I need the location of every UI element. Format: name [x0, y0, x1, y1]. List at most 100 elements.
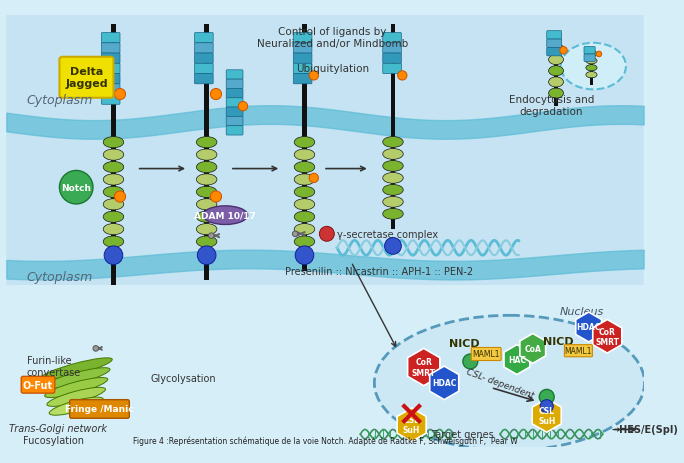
FancyBboxPatch shape	[293, 44, 312, 54]
Text: Presenilin :: Nicastrin :: APH-1 :: PEN-2: Presenilin :: Nicastrin :: APH-1 :: PEN-…	[285, 267, 473, 277]
Text: NICD: NICD	[449, 338, 480, 348]
Ellipse shape	[294, 212, 315, 223]
Circle shape	[60, 171, 93, 205]
Circle shape	[397, 72, 407, 81]
Circle shape	[292, 232, 298, 237]
Ellipse shape	[549, 89, 564, 99]
Ellipse shape	[294, 175, 315, 186]
FancyBboxPatch shape	[293, 64, 312, 75]
Polygon shape	[576, 313, 601, 342]
Ellipse shape	[103, 187, 124, 198]
Ellipse shape	[49, 397, 103, 415]
Ellipse shape	[383, 137, 404, 148]
Text: CoR
SMRT: CoR SMRT	[412, 357, 436, 377]
Polygon shape	[430, 366, 459, 400]
FancyArrowPatch shape	[97, 347, 102, 350]
Ellipse shape	[549, 78, 564, 88]
Text: Delta
Jagged: Delta Jagged	[65, 67, 108, 89]
Circle shape	[295, 246, 314, 265]
Bar	[205, 25, 209, 281]
Ellipse shape	[586, 65, 597, 72]
FancyBboxPatch shape	[547, 40, 562, 48]
FancyBboxPatch shape	[564, 345, 592, 357]
Bar	[590, 48, 593, 86]
FancyBboxPatch shape	[101, 64, 120, 75]
Ellipse shape	[103, 199, 124, 210]
Ellipse shape	[549, 44, 564, 54]
Bar	[391, 25, 395, 230]
Text: CSL
SuH: CSL SuH	[538, 406, 555, 425]
Ellipse shape	[196, 237, 217, 248]
FancyBboxPatch shape	[383, 33, 402, 44]
Ellipse shape	[383, 161, 404, 172]
Ellipse shape	[374, 316, 644, 450]
FancyArrowPatch shape	[297, 232, 304, 236]
Circle shape	[384, 238, 402, 255]
FancyArrowPatch shape	[97, 347, 102, 350]
Ellipse shape	[561, 44, 626, 90]
FancyBboxPatch shape	[293, 33, 312, 44]
Ellipse shape	[549, 56, 564, 65]
FancyBboxPatch shape	[194, 33, 213, 44]
Polygon shape	[593, 320, 622, 353]
Circle shape	[238, 102, 248, 112]
Ellipse shape	[40, 358, 112, 380]
Text: Figure 4 :Représentation schématique de la voie Notch. Adapté de Radtke F, Schwe: Figure 4 :Représentation schématique de …	[133, 436, 517, 445]
Circle shape	[211, 89, 222, 100]
Circle shape	[197, 246, 216, 265]
Ellipse shape	[103, 175, 124, 186]
Text: MAML1: MAML1	[473, 350, 500, 359]
Polygon shape	[520, 334, 546, 363]
Ellipse shape	[294, 162, 315, 173]
Ellipse shape	[103, 138, 124, 149]
Ellipse shape	[383, 185, 404, 196]
Text: Cytoplasm: Cytoplasm	[27, 271, 93, 284]
FancyArrowPatch shape	[213, 235, 219, 238]
Ellipse shape	[196, 187, 217, 198]
Text: Endocytosis and
degradation: Endocytosis and degradation	[509, 95, 594, 116]
Ellipse shape	[294, 138, 315, 149]
Ellipse shape	[549, 67, 564, 76]
Text: Glycolysation: Glycolysation	[150, 373, 216, 383]
Text: Nucleus: Nucleus	[560, 307, 604, 316]
FancyBboxPatch shape	[293, 75, 312, 85]
Ellipse shape	[383, 197, 404, 208]
Circle shape	[463, 354, 478, 369]
Text: γ-secretase complex: γ-secretase complex	[337, 229, 438, 239]
Ellipse shape	[196, 162, 217, 173]
FancyBboxPatch shape	[6, 16, 644, 285]
Ellipse shape	[196, 199, 217, 210]
Text: Cytoplasm: Cytoplasm	[27, 94, 93, 107]
Ellipse shape	[383, 149, 404, 160]
FancyBboxPatch shape	[194, 75, 213, 85]
Text: Target genes: Target genes	[432, 429, 495, 439]
Text: ADAM 10/17: ADAM 10/17	[194, 211, 256, 220]
Ellipse shape	[294, 187, 315, 198]
Ellipse shape	[196, 138, 217, 149]
FancyBboxPatch shape	[226, 117, 243, 126]
Ellipse shape	[196, 175, 217, 186]
FancyBboxPatch shape	[584, 47, 595, 55]
Circle shape	[93, 346, 98, 351]
FancyBboxPatch shape	[226, 108, 243, 117]
Circle shape	[540, 400, 553, 413]
Text: MAML1: MAML1	[565, 346, 592, 355]
Ellipse shape	[103, 150, 124, 161]
FancyBboxPatch shape	[101, 75, 120, 85]
Ellipse shape	[103, 237, 124, 248]
Polygon shape	[408, 349, 440, 386]
Circle shape	[114, 192, 126, 203]
Circle shape	[319, 227, 334, 242]
Ellipse shape	[103, 224, 124, 235]
Text: HDAC: HDAC	[432, 379, 456, 388]
FancyBboxPatch shape	[293, 54, 312, 64]
Text: HDAC: HDAC	[577, 323, 601, 332]
Circle shape	[114, 89, 126, 100]
Circle shape	[209, 233, 214, 239]
Polygon shape	[397, 408, 426, 442]
FancyBboxPatch shape	[194, 64, 213, 75]
Text: Ubiquitylation: Ubiquitylation	[296, 64, 369, 74]
FancyBboxPatch shape	[547, 31, 562, 40]
Text: CoA: CoA	[525, 344, 541, 353]
FancyBboxPatch shape	[383, 54, 402, 64]
